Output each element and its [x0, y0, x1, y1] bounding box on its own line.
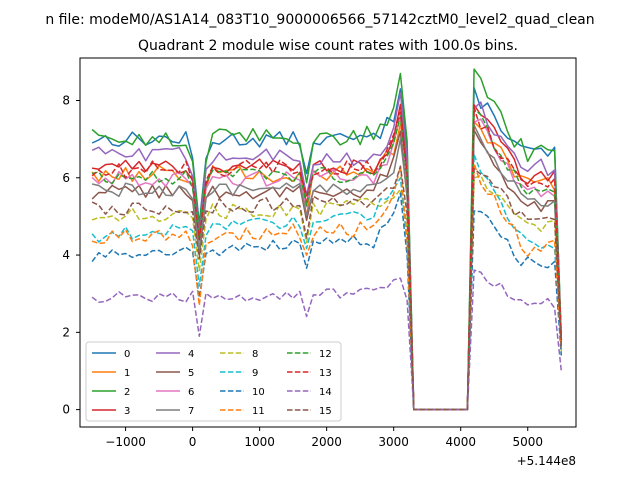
legend-label: 13 [319, 368, 332, 379]
series-line-15 [91, 165, 563, 411]
series-line-10 [91, 192, 563, 411]
legend-label: 7 [188, 406, 194, 417]
series-line-11 [91, 162, 563, 411]
series-line-4 [91, 92, 563, 411]
y-tick-label: 8 [62, 94, 70, 108]
series-line-2 [91, 68, 563, 411]
series-line-3 [91, 103, 563, 411]
legend-label: 15 [319, 406, 332, 417]
series-line-9 [91, 153, 563, 411]
x-tick-label: 0 [189, 435, 197, 449]
y-tick-label: 4 [62, 248, 70, 262]
x-tick-label: 1000 [244, 435, 275, 449]
legend-label: 1 [124, 368, 130, 379]
series-line-7 [91, 124, 563, 411]
legend-label: 5 [188, 368, 194, 379]
legend-label: 2 [124, 387, 130, 398]
legend-label: 4 [188, 349, 194, 360]
series-line-14 [91, 269, 563, 411]
series-line-8 [91, 174, 563, 411]
legend-label: 3 [124, 406, 130, 417]
legend-label: 8 [252, 349, 258, 360]
x-axis-offset-text: +5.144e8 [517, 454, 576, 468]
legend-label: 0 [124, 349, 130, 360]
series-line-13 [91, 106, 563, 411]
x-axis-ticks: −1000 0 1000 2000 3000 4000 5000 [105, 427, 543, 449]
x-tick-label: 3000 [378, 435, 409, 449]
x-tick-label: 5000 [512, 435, 543, 449]
legend-label: 11 [252, 406, 265, 417]
series-line-5 [91, 129, 563, 411]
y-tick-label: 6 [62, 171, 70, 185]
y-tick-label: 0 [62, 403, 70, 417]
y-axis-ticks: 0 2 4 6 8 [62, 94, 80, 417]
legend-label: 14 [319, 387, 332, 398]
figure-suptitle: n file: modeM0/AS1A14_083T10_9000006566_… [45, 12, 594, 28]
legend-box [85, 341, 342, 422]
legend-label: 10 [252, 387, 265, 398]
chart-title: Quadrant 2 module wise count rates with … [138, 38, 518, 54]
series-line-12 [91, 108, 563, 411]
y-tick-label: 2 [62, 325, 70, 339]
x-tick-label: 4000 [445, 435, 476, 449]
legend-label: 9 [252, 368, 258, 379]
legend-label: 12 [319, 349, 332, 360]
plot-frame [79, 57, 577, 428]
x-tick-label: 2000 [311, 435, 342, 449]
series-line-6 [91, 115, 563, 411]
legend-label: 6 [188, 387, 194, 398]
series-lines [91, 68, 563, 411]
x-tick-label: −1000 [105, 435, 146, 449]
